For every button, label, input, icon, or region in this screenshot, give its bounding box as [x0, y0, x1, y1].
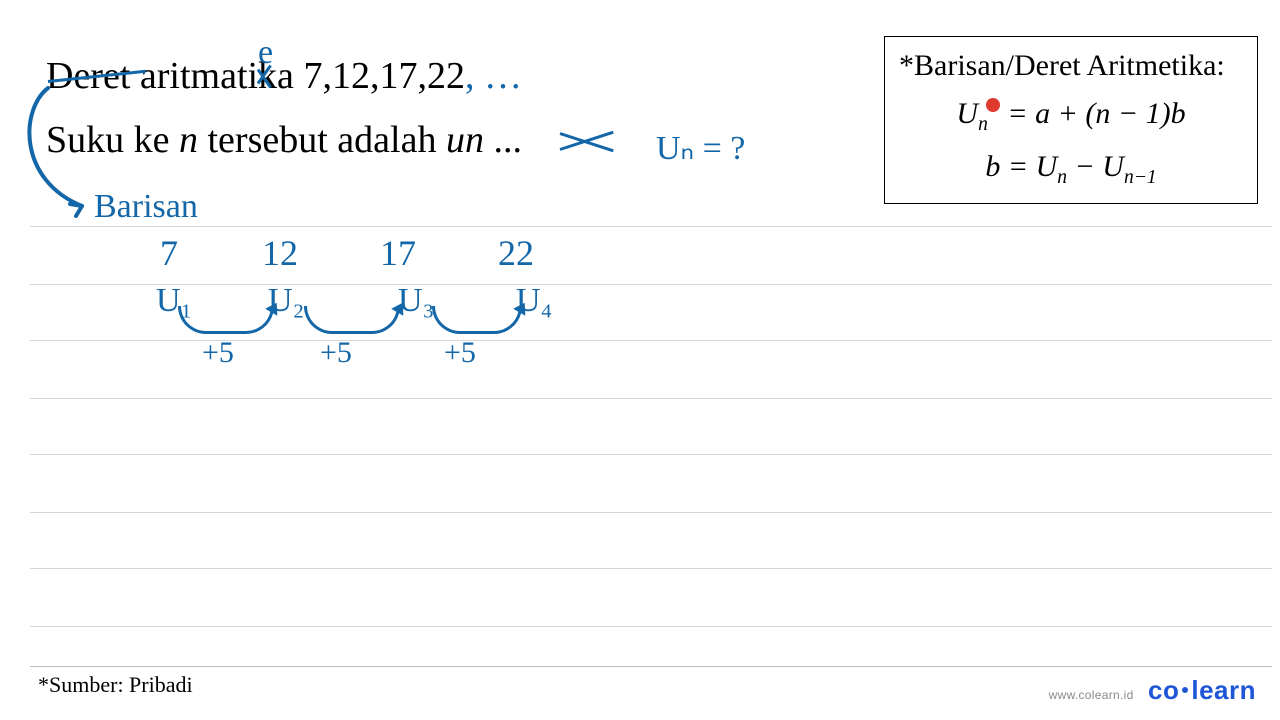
formula-title: *Barisan/Deret Aritmetika:: [899, 49, 1243, 83]
diff-arc: [304, 306, 400, 334]
formula-box: *Barisan/Deret Aritmetika: Un = a + (n −…: [884, 36, 1258, 204]
arrow-head: [70, 204, 82, 216]
brand-area: www.colearn.id colearn: [1049, 675, 1256, 706]
diff-arc: [432, 306, 522, 334]
whiteboard-canvas: Deret aritmatika 7,12,17,22, … Suku ke n…: [0, 0, 1280, 720]
brand-logo-dot: [1182, 687, 1188, 693]
footer-source: *Sumber: Pribadi: [38, 672, 193, 698]
laser-pointer-dot: [986, 98, 1000, 112]
diff-label: +5: [444, 336, 476, 370]
brand-logo-left: co: [1148, 675, 1179, 705]
term-value: 7: [160, 232, 178, 274]
formula-row-2: b = Un − Un−1: [899, 150, 1243, 189]
diff-label: +5: [202, 336, 234, 370]
brand-logo-right: learn: [1191, 675, 1256, 705]
term-value: 22: [498, 232, 534, 274]
formula-row-1: Un = a + (n − 1)b: [899, 97, 1243, 136]
diff-label: +5: [320, 336, 352, 370]
brand-url: www.colearn.id: [1049, 688, 1134, 702]
term-value: 12: [262, 232, 298, 274]
diff-arc: [178, 306, 274, 334]
brand-logo: colearn: [1148, 675, 1256, 705]
term-value: 17: [380, 232, 416, 274]
arrow-path: [29, 88, 82, 206]
